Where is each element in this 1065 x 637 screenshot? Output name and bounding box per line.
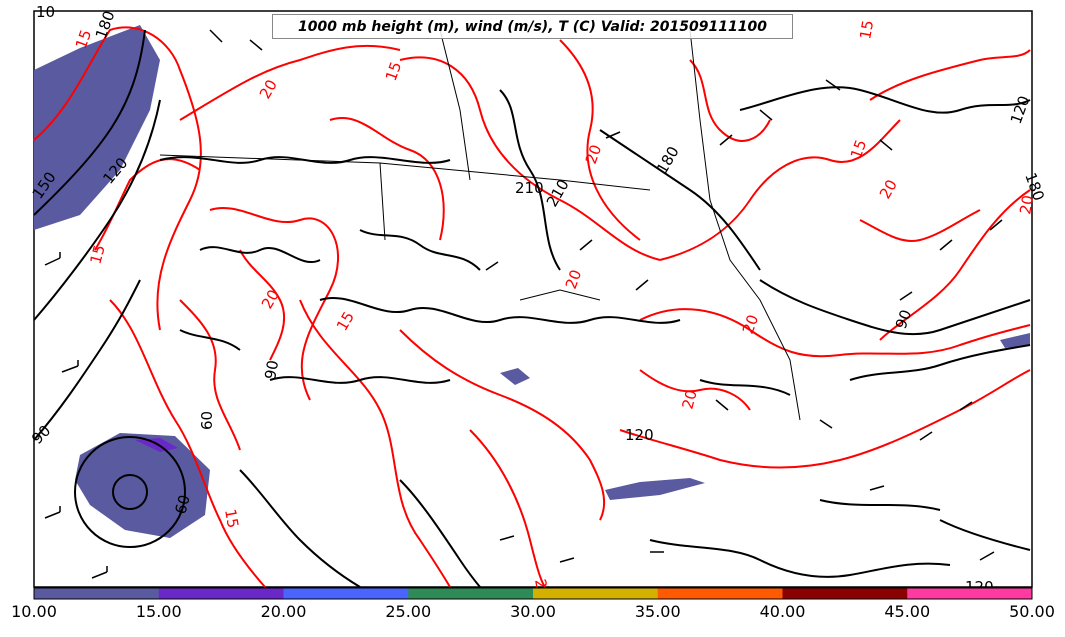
wind-barb <box>715 399 729 411</box>
colorbar-segment <box>158 588 284 599</box>
wind-barb <box>869 485 885 491</box>
temp-label: 15 <box>847 137 870 161</box>
colorbar-tick-label: 25.00 <box>385 602 432 621</box>
wind-fill-core <box>135 438 178 452</box>
colorbar-segment <box>283 588 409 599</box>
colorbar-segment <box>782 588 908 599</box>
wind-barb <box>499 535 515 541</box>
wind-barb <box>209 29 223 43</box>
colorbar <box>33 587 1033 600</box>
temp-label: 20 <box>739 312 762 336</box>
temp-label: 15 <box>72 27 95 51</box>
colorbar-segment <box>408 588 534 599</box>
temp-label: 20 <box>1016 194 1037 216</box>
state-boundaries <box>159 29 801 421</box>
wind-fill-gulf-strip <box>605 478 705 500</box>
colorbar-tick-label: 15.00 <box>135 602 182 621</box>
temp-label: 15 <box>382 59 405 83</box>
wind-barb <box>899 291 913 301</box>
temp-label: 20 <box>562 267 585 291</box>
colorbar-tick-label: 40.00 <box>759 602 806 621</box>
height-label: 120 <box>625 426 654 444</box>
height-label: 90 <box>892 307 915 331</box>
height-label: 60 <box>198 411 216 430</box>
wind-barbs <box>44 29 1003 579</box>
colorbar-segment <box>34 588 160 599</box>
temp-label: 20 <box>678 388 700 411</box>
colorbar-border <box>33 587 1033 600</box>
colorbar-segment <box>907 588 1033 599</box>
wind-barb <box>719 134 733 146</box>
wind-barb <box>61 360 79 373</box>
wind-fill-atlantic-patch <box>1000 333 1030 348</box>
wind-barb <box>635 279 649 291</box>
colorbar-tick-label: 50.00 <box>1009 602 1055 621</box>
wind-barb <box>759 109 773 121</box>
wind-barb <box>825 79 841 91</box>
temp-label: 20 <box>582 142 605 166</box>
temp-label: 15 <box>221 508 242 530</box>
wind-barb <box>559 557 575 563</box>
wind-barb <box>249 39 263 51</box>
height-label: 60 <box>171 493 193 516</box>
map-title: 1000 mb height (m), wind (m/s), T (C) Va… <box>272 14 793 39</box>
wind-barb <box>44 506 61 519</box>
temperature-contours <box>33 26 1031 588</box>
height-label: 10 <box>36 3 55 21</box>
wind-barb <box>819 419 833 429</box>
colorbar-tick-label: 30.00 <box>510 602 556 621</box>
wind-barb <box>979 551 995 561</box>
colorbar-tick-label: 10.00 <box>11 602 57 621</box>
wind-fill-northwest <box>34 25 160 230</box>
temp-label: 15 <box>856 19 877 41</box>
wind-barb <box>919 431 933 441</box>
temp-label: 15 <box>86 243 108 266</box>
colorbar-segment <box>533 588 659 599</box>
wind-barb <box>879 139 893 151</box>
wind-fill-inland <box>500 368 530 385</box>
wind-speed-fill <box>34 25 1030 538</box>
colorbar-tick-label: 20.00 <box>260 602 307 621</box>
wind-barb <box>485 261 499 271</box>
wind-barb <box>579 239 593 251</box>
height-label: 90 <box>261 359 282 381</box>
colorbar-tick-label: 45.00 <box>884 602 931 621</box>
wind-fill-southwest-low <box>75 433 210 538</box>
colorbar-segment <box>657 588 783 599</box>
wind-barb <box>91 566 108 579</box>
wind-barb <box>605 131 621 139</box>
height-label: 210 <box>515 179 544 197</box>
colorbar-tick-label: 35.00 <box>634 602 681 621</box>
wind-barb <box>989 219 1003 231</box>
wind-barb <box>44 252 61 266</box>
wind-barb <box>959 401 973 411</box>
temperature-contour-labels: 15 15 15 20 20 20 20 15 15 20 15 20 20 2… <box>72 19 1037 600</box>
height-contours <box>33 29 1031 588</box>
wind-barb <box>939 239 953 251</box>
